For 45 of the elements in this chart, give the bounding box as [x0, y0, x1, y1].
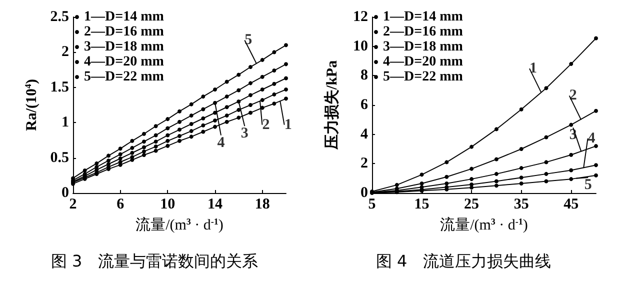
y-tick-label: 4	[360, 126, 368, 142]
annotation: 5	[584, 177, 592, 193]
y-tick-label: 0	[62, 185, 69, 201]
legend-label: 2—D=16 mm	[84, 24, 164, 40]
y-tick-label: 0.5	[50, 150, 69, 166]
x-tick-label: 45	[564, 196, 579, 212]
y-axis-title: Ra/(104)	[22, 79, 40, 131]
legend-label: 3—D=18 mm	[84, 40, 164, 54]
legend-label: 4—D=20 mm	[84, 54, 164, 70]
annotation: 2	[569, 88, 577, 104]
y-tick-label: 0	[360, 185, 368, 201]
x-tick-label: 5	[368, 196, 376, 212]
y-tick-label: 2	[360, 156, 368, 172]
annotation: 4	[588, 130, 596, 146]
text: 图 4 流道压力损失曲线	[376, 252, 552, 270]
y-tick-label: 8	[360, 68, 368, 84]
annotation: 5	[244, 32, 252, 48]
y-tick-label: 1.5	[50, 79, 69, 96]
x-tick-label: 6	[116, 196, 125, 212]
x-tick-label: 35	[514, 196, 529, 212]
y-axis-title: 压力损失/kPa	[324, 60, 340, 151]
annotation: 1	[529, 60, 537, 77]
legend-label: 1—D=14 mm	[383, 10, 464, 24]
legend-label: 4—D=20 mm	[383, 54, 464, 70]
legend-label: 3—D=18 mm	[383, 40, 464, 54]
legend-label: 2—D=16 mm	[383, 24, 464, 40]
annotation: 1	[284, 116, 292, 133]
legend-label: 1—D=14 mm	[84, 10, 164, 24]
y-tick-label: 10	[353, 38, 368, 54]
x-tick-label: 18	[254, 196, 270, 212]
y-tick-label: 2.5	[50, 9, 69, 25]
legend-label: 5—D=22 mm	[84, 70, 164, 84]
x-tick-label: 10	[160, 196, 176, 212]
annotation: 3	[240, 126, 248, 142]
y-tick-label: 2	[62, 44, 69, 60]
text: 图 3 流量与雷诺数间的关系	[50, 252, 258, 270]
annotation: 4	[217, 134, 226, 151]
legend-label: 5—D=22 mm	[383, 70, 464, 84]
annotation: 2	[262, 116, 270, 133]
x-tick-label: 25	[464, 196, 480, 212]
x-tick-label: 14	[208, 196, 223, 212]
x-tick-label: 15	[414, 196, 430, 212]
y-tick-label: 1	[62, 114, 69, 131]
y-tick-label: 6	[360, 97, 368, 113]
y-tick-label: 12	[353, 9, 368, 25]
